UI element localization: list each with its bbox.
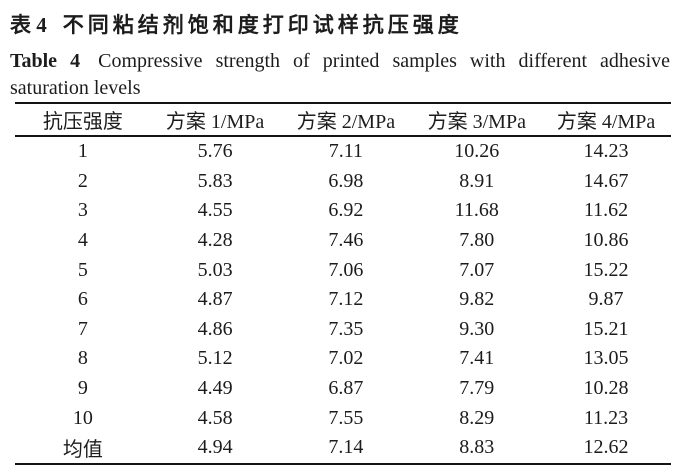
cell: 7.07 <box>459 258 495 281</box>
compressive-strength-table: 抗压强度 方案 1/MPa 方案 2/MPa 方案 3/MPa 方案 4/MPa… <box>15 102 671 465</box>
cell: 4.28 <box>197 229 233 252</box>
cell: 7.14 <box>328 436 364 459</box>
table-caption-en: Table 4 Compressive strength of printed s… <box>10 48 670 75</box>
cell: 6.98 <box>328 169 364 192</box>
table-row: 1 5.76 7.11 10.26 14.23 <box>15 136 671 167</box>
cell: 4.55 <box>197 199 233 222</box>
cell: 7.55 <box>328 406 364 429</box>
column-header: 方案 4/MPa <box>541 103 671 137</box>
cell: 7.79 <box>459 377 495 400</box>
row-label: 3 <box>77 199 88 222</box>
cell: 12.62 <box>583 436 629 459</box>
table-row: 9 4.49 6.87 7.79 10.28 <box>15 374 671 404</box>
row-label: 均值 <box>62 439 103 462</box>
table-caption-zh-title: 不同粘结剂饱和度打印试样抗压强度 <box>62 13 463 37</box>
cell: 4.94 <box>197 436 233 459</box>
cell: 4.87 <box>197 288 233 311</box>
cell: 11.23 <box>583 406 629 429</box>
cell: 5.76 <box>197 140 233 163</box>
cell: 7.46 <box>328 229 364 252</box>
cell: 5.83 <box>197 169 233 192</box>
cell: 4.86 <box>197 317 233 340</box>
cell: 8.83 <box>459 436 495 459</box>
cell: 13.05 <box>583 347 629 370</box>
cell: 14.23 <box>583 140 629 163</box>
cell: 7.11 <box>328 140 364 163</box>
table-caption-zh: 表 4 不同粘结剂饱和度打印试样抗压强度 <box>10 12 672 39</box>
row-label: 1 <box>77 140 88 163</box>
cell: 7.80 <box>459 229 495 252</box>
table-row: 3 4.55 6.92 11.68 11.62 <box>15 196 671 226</box>
cell: 15.21 <box>583 317 629 340</box>
row-label: 9 <box>77 377 88 400</box>
column-header: 方案 1/MPa <box>150 103 280 137</box>
cell: 7.12 <box>328 288 364 311</box>
cell: 7.06 <box>328 258 364 281</box>
table-caption-en-title-line1: Compressive strength of printed samples … <box>98 50 671 72</box>
table-row: 2 5.83 6.98 8.91 14.67 <box>15 167 671 197</box>
column-header: 方案 2/MPa <box>279 103 413 137</box>
cell: 5.03 <box>197 258 233 281</box>
row-label: 7 <box>77 317 88 340</box>
cell: 7.02 <box>328 347 364 370</box>
cell: 6.92 <box>328 199 364 222</box>
table-caption-en-number: Table 4 <box>10 50 81 72</box>
row-label: 2 <box>77 169 88 192</box>
table-row: 4 4.28 7.46 7.80 10.86 <box>15 226 671 256</box>
row-label: 8 <box>77 347 88 370</box>
cell: 10.28 <box>583 377 629 400</box>
cell: 11.68 <box>454 199 499 222</box>
table-row: 10 4.58 7.55 8.29 11.23 <box>15 403 671 433</box>
table-row: 6 4.87 7.12 9.82 9.87 <box>15 285 671 315</box>
cell: 7.41 <box>459 347 495 370</box>
column-header: 抗压强度 <box>15 103 151 137</box>
table-row: 5 5.03 7.06 7.07 15.22 <box>15 255 671 285</box>
cell: 11.62 <box>583 199 629 222</box>
table-row: 8 5.12 7.02 7.41 13.05 <box>15 344 671 374</box>
cell: 10.26 <box>454 140 500 163</box>
cell: 9.82 <box>459 288 495 311</box>
table-caption-en-title-line2: saturation levels <box>10 77 141 99</box>
cell: 4.58 <box>197 406 233 429</box>
cell: 5.12 <box>197 347 233 370</box>
cell: 7.35 <box>328 317 364 340</box>
cell: 15.22 <box>583 258 629 281</box>
cell: 9.87 <box>588 288 624 311</box>
row-label: 6 <box>77 288 88 311</box>
cell: 14.67 <box>583 169 629 192</box>
table-row-mean: 均值 4.94 7.14 8.83 12.62 <box>15 433 671 464</box>
table-caption-zh-number: 表 4 <box>10 13 47 37</box>
table-header-row: 抗压强度 方案 1/MPa 方案 2/MPa 方案 3/MPa 方案 4/MPa <box>15 103 671 137</box>
cell: 10.86 <box>583 229 629 252</box>
table-row: 7 4.86 7.35 9.30 15.21 <box>15 315 671 345</box>
cell: 9.30 <box>459 317 495 340</box>
row-label: 10 <box>72 406 93 429</box>
row-label: 4 <box>77 229 88 252</box>
cell: 4.49 <box>197 377 233 400</box>
cell: 8.29 <box>459 406 495 429</box>
cell: 8.91 <box>459 169 495 192</box>
cell: 6.87 <box>328 377 364 400</box>
row-label: 5 <box>77 258 88 281</box>
column-header: 方案 3/MPa <box>412 103 542 137</box>
